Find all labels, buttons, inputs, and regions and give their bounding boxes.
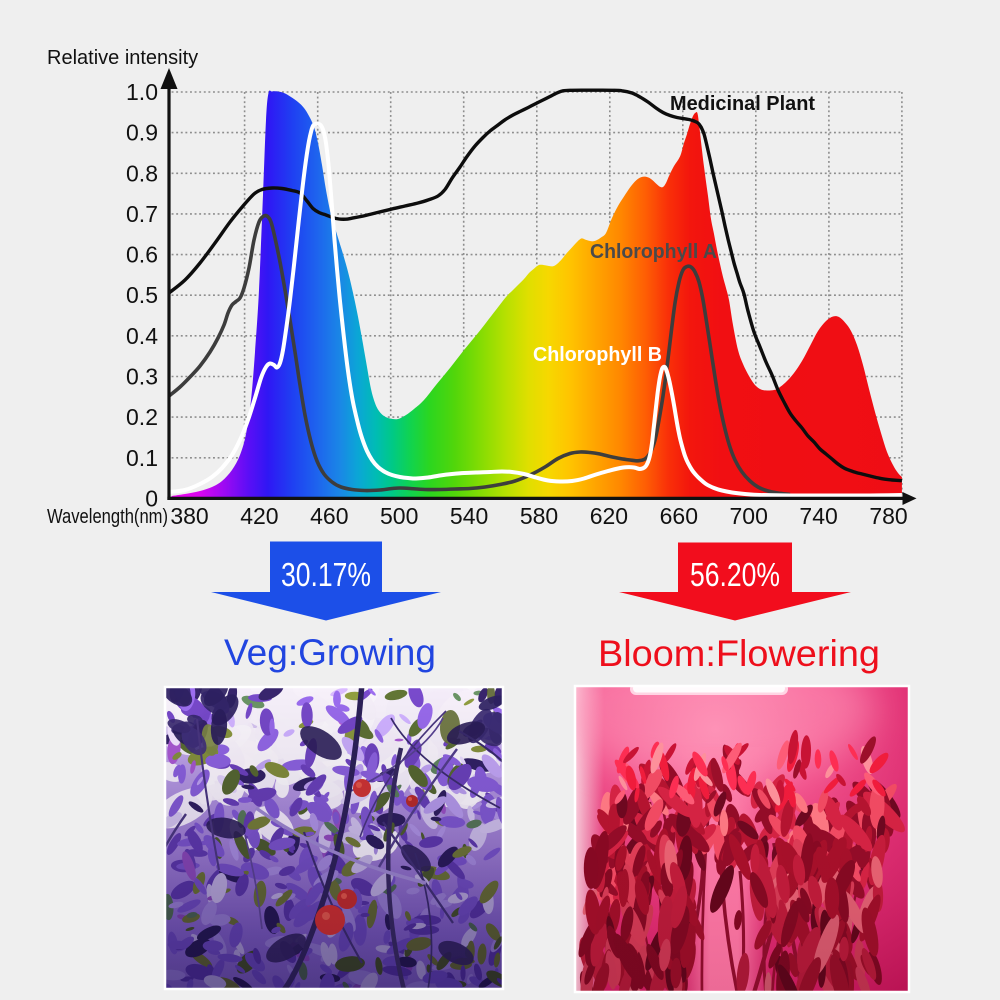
svg-text:Chlorophyll A: Chlorophyll A	[590, 241, 717, 263]
svg-text:420: 420	[240, 503, 278, 529]
svg-text:0.9: 0.9	[126, 120, 158, 146]
svg-text:56.20%: 56.20%	[690, 556, 780, 593]
svg-text:740: 740	[799, 503, 837, 529]
svg-text:540: 540	[450, 503, 488, 529]
svg-text:380: 380	[170, 503, 208, 529]
svg-text:660: 660	[660, 503, 698, 529]
svg-text:0.4: 0.4	[126, 323, 158, 349]
svg-text:Chlorophyll B: Chlorophyll B	[533, 344, 662, 366]
svg-text:0.2: 0.2	[126, 404, 158, 430]
svg-text:500: 500	[380, 503, 418, 529]
svg-text:0.8: 0.8	[126, 160, 158, 186]
svg-text:0.7: 0.7	[126, 201, 158, 227]
svg-text:0.6: 0.6	[126, 242, 158, 268]
svg-text:620: 620	[590, 503, 628, 529]
svg-text:0.5: 0.5	[126, 282, 158, 308]
svg-text:1.0: 1.0	[126, 79, 158, 105]
svg-text:780: 780	[869, 503, 907, 529]
svg-text:0: 0	[145, 485, 158, 511]
svg-text:Veg:Growing: Veg:Growing	[224, 632, 436, 673]
svg-text:30.17%: 30.17%	[281, 556, 371, 593]
svg-text:0.1: 0.1	[126, 445, 158, 471]
svg-text:0.3: 0.3	[126, 364, 158, 390]
svg-text:Wavelength(nm): Wavelength(nm)	[47, 506, 168, 528]
svg-text:Bloom:Flowering: Bloom:Flowering	[598, 633, 880, 674]
svg-text:580: 580	[520, 503, 558, 529]
svg-text:Relative intensity: Relative intensity	[47, 47, 198, 69]
svg-text:700: 700	[730, 503, 768, 529]
svg-text:Medicinal Plant: Medicinal Plant	[670, 93, 815, 115]
svg-text:460: 460	[310, 503, 348, 529]
